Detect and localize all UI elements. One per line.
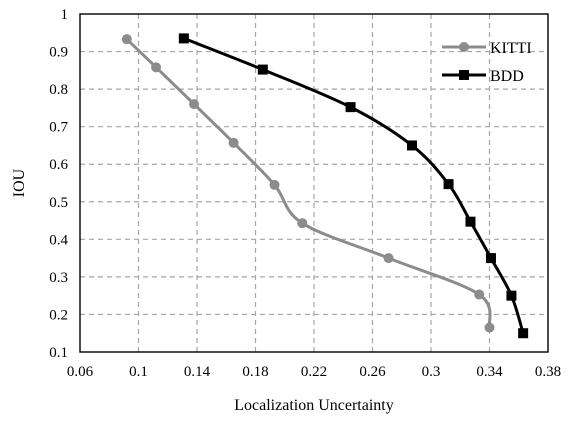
legend-marker-kitti [459,42,469,52]
y-tick-label: 0.8 [49,82,68,98]
data-point-kitti [474,289,485,300]
data-point-bdd [465,216,476,227]
data-point-bdd [506,290,517,301]
x-tick-label: 0.14 [184,364,211,380]
x-axis-label: Localization Uncertainty [234,397,393,414]
tick-labels: 0.06 0.1 0.14 0.18 0.22 0.26 0.3 0.34 0.38 0.1 0.2… [49,7,561,380]
series-kitti [121,34,495,333]
data-point-bdd [257,64,268,75]
legend: KITTI BDD [442,40,532,85]
x-tick-label: 0.22 [301,364,327,380]
y-tick-label: 0.2 [49,307,68,323]
data-point-kitti [297,218,308,229]
series-bdd [178,33,529,339]
data-point-bdd [443,179,454,190]
legend-item-kitti: KITTI [442,40,532,57]
data-point-kitti [484,322,495,333]
x-tick-label: 0.38 [535,364,561,380]
data-point-kitti [189,99,200,110]
plot-area-frame [79,13,549,353]
x-tick-label: 0.26 [359,364,386,380]
y-tick-label: 0.6 [49,157,68,173]
series-layer [121,33,529,339]
grid-layer [80,14,548,352]
y-tick-label: 0.3 [49,270,68,286]
y-tick-label: 0.4 [49,232,68,248]
y-tick-label: 1 [61,7,69,23]
data-point-bdd [485,253,496,264]
legend-label-kitti: KITTI [490,40,532,57]
series-line-kitti [125,37,492,330]
legend-marker-bdd [459,70,469,80]
data-point-kitti [121,34,132,45]
data-point-kitti [151,62,162,73]
x-tick-label: 0.3 [422,364,441,380]
data-point-kitti [383,253,394,264]
y-tick-label: 0.9 [49,45,68,61]
x-tick-label: 0.34 [476,364,503,380]
legend-label-bdd: BDD [490,68,524,85]
data-point-kitti [228,137,239,148]
data-point-bdd [518,328,529,339]
x-tick-label: 0.1 [129,364,148,380]
y-tick-label: 0.1 [49,345,68,361]
y-tick-label: 0.7 [49,120,68,136]
legend-item-bdd: BDD [442,68,524,85]
y-tick-label: 0.5 [49,195,68,211]
series-line-bdd [182,36,525,335]
data-point-bdd [178,33,189,44]
data-point-bdd [406,140,417,151]
data-point-bdd [345,102,356,113]
x-tick-label: 0.06 [67,364,94,380]
x-tick-label: 0.18 [242,364,268,380]
data-point-kitti [269,179,280,190]
y-axis-label: IOU [11,168,28,197]
